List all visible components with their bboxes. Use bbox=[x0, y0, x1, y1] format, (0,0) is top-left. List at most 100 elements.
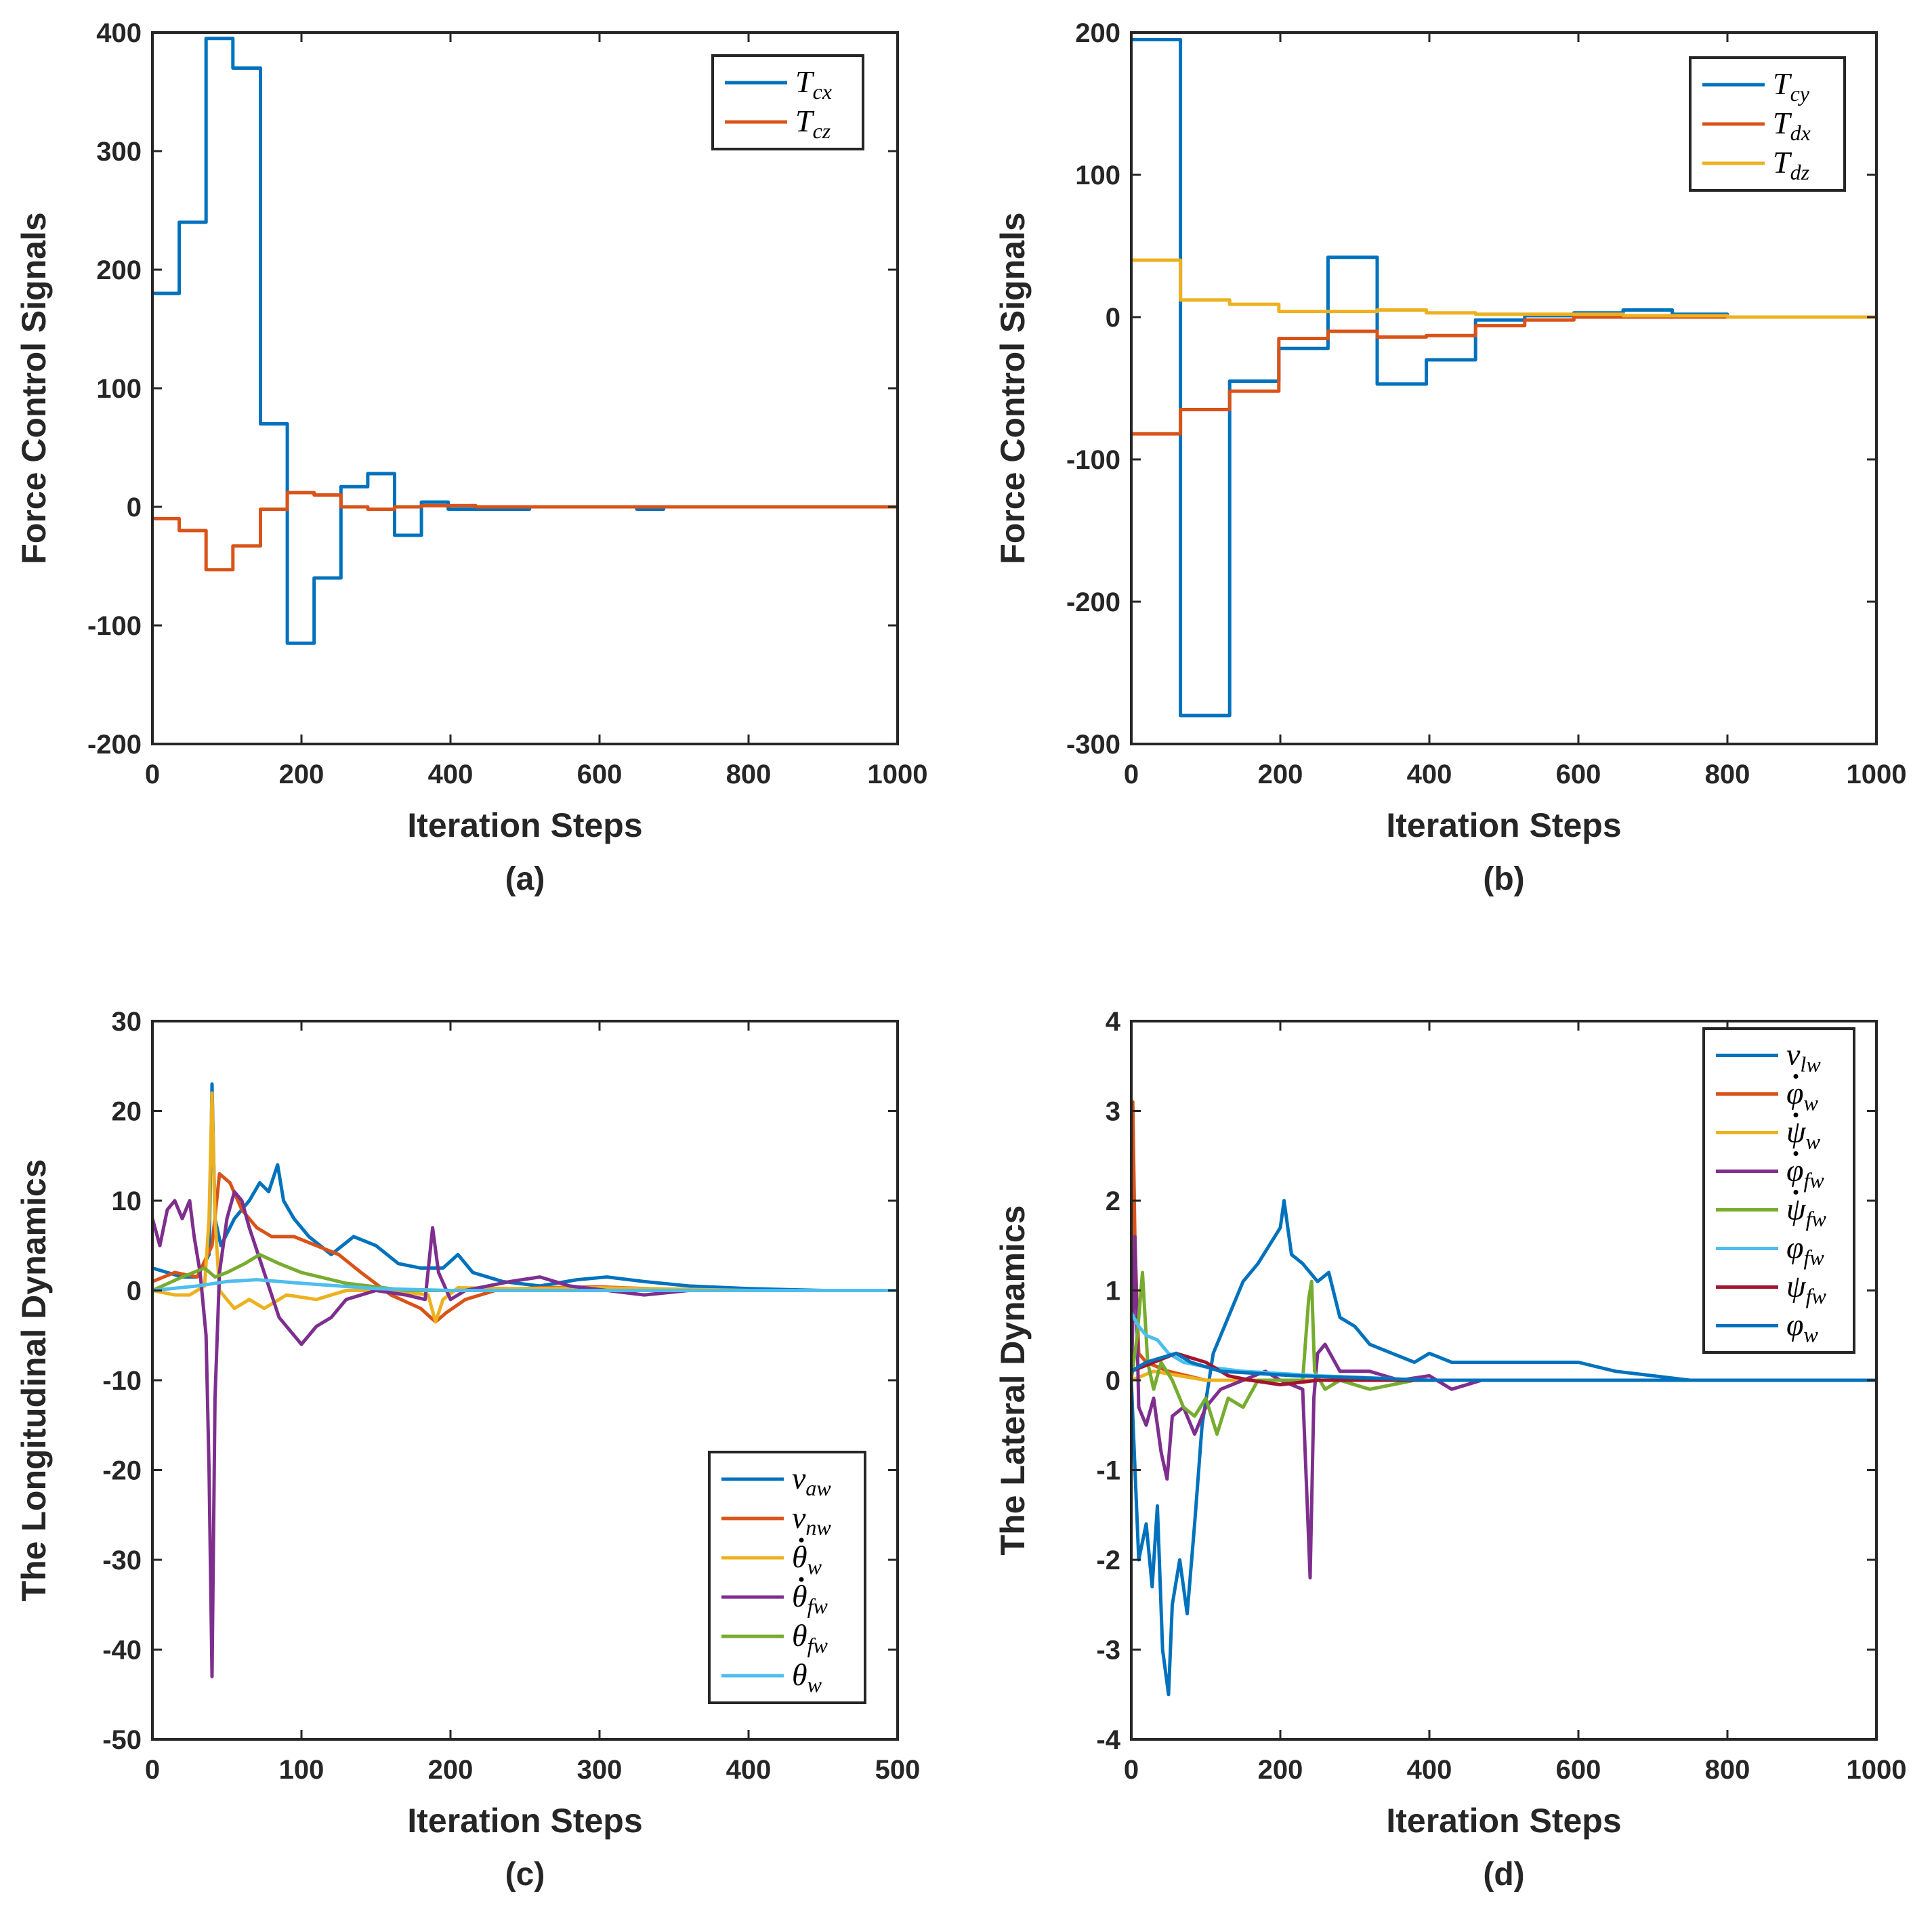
x-tick-label: 800 bbox=[1705, 760, 1750, 789]
x-tick-label: 0 bbox=[145, 1755, 160, 1785]
panel-c: 0 100 200 300 400 500 -50 -40 -30 -20 -10 0 10 20 30 It… bbox=[15, 1007, 920, 1893]
y-axis-label: The Lateral Dynamics bbox=[994, 1205, 1032, 1556]
x-axis-label: Iteration Steps bbox=[407, 806, 642, 844]
legend-box bbox=[711, 54, 864, 150]
y-tick-label: -20 bbox=[102, 1456, 142, 1486]
x-tick-label: 600 bbox=[1556, 1755, 1601, 1785]
legend-label-phi_dot_fw: φfw bbox=[1786, 1153, 1824, 1193]
y-tick-label: -200 bbox=[1066, 587, 1120, 617]
y-tick-label: 100 bbox=[96, 374, 142, 404]
x-tick-label: 0 bbox=[145, 760, 160, 789]
panel-d: 0 200 400 600 800 1000 -4 -3 -2 -1 0 1 2 3 4 Iteration … bbox=[994, 1007, 1906, 1893]
panel-caption: (c) bbox=[505, 1857, 545, 1893]
x-tick-label: 600 bbox=[577, 760, 623, 789]
x-tick-label: 1000 bbox=[868, 760, 928, 789]
x-tick-label: 0 bbox=[1124, 760, 1139, 789]
y-tick-label: 0 bbox=[127, 1277, 142, 1306]
y-tick-label: -1 bbox=[1096, 1456, 1120, 1486]
y-tick-label: 30 bbox=[112, 1007, 142, 1037]
y-axis-label: Force Control Signals bbox=[15, 212, 53, 564]
legend-box bbox=[1702, 1027, 1855, 1354]
series-line-nu_nw bbox=[152, 1172, 898, 1324]
legend-label-nu_nw: νnw bbox=[792, 1500, 831, 1539]
legend-dot-accent bbox=[1793, 1190, 1799, 1195]
y-tick-label: 2 bbox=[1106, 1186, 1120, 1216]
y-tick-label: 0 bbox=[1106, 1366, 1120, 1396]
x-tick-label: 200 bbox=[1258, 1755, 1303, 1785]
x-axis-label: Iteration Steps bbox=[1386, 806, 1621, 844]
y-tick-label: -40 bbox=[102, 1636, 142, 1666]
x-tick-label: 400 bbox=[726, 1755, 772, 1785]
x-tick-label: 400 bbox=[1407, 1755, 1452, 1785]
x-tick-label: 300 bbox=[577, 1755, 623, 1785]
x-axis-label: Iteration Steps bbox=[1386, 1802, 1621, 1840]
y-tick-label: 200 bbox=[1075, 18, 1120, 48]
x-tick-label: 800 bbox=[726, 760, 772, 789]
y-tick-label: -200 bbox=[87, 730, 142, 760]
x-tick-label: 200 bbox=[428, 1755, 474, 1785]
legend-label-theta_dot_fw: θfw bbox=[792, 1579, 828, 1618]
x-tick-label: 400 bbox=[428, 760, 474, 789]
series-line-T_cy bbox=[1131, 38, 1876, 718]
x-tick-label: 600 bbox=[1556, 760, 1601, 789]
y-tick-label: 300 bbox=[96, 137, 142, 167]
legend-label-T_cx: Tcx bbox=[795, 64, 832, 104]
y-tick-label: -100 bbox=[1066, 445, 1120, 475]
y-tick-label: 10 bbox=[112, 1186, 142, 1216]
series-line-nu_lw bbox=[1131, 1199, 1876, 1697]
series-line-theta_dot_fw bbox=[152, 1190, 898, 1678]
legend-dot-accent bbox=[1793, 1074, 1799, 1079]
series-group bbox=[152, 1082, 898, 1678]
legend-label-T_dx: Tdx bbox=[1773, 106, 1811, 145]
y-tick-label: 100 bbox=[1075, 161, 1120, 190]
legend-label-psi_dot_fw: ψfw bbox=[1786, 1192, 1826, 1231]
legend-dot-accent bbox=[1793, 1113, 1799, 1117]
axes-frame bbox=[1130, 31, 1878, 745]
panel-b: 0 200 400 600 800 1000 -300 -200 -100 0 100 200 Iter… bbox=[994, 18, 1906, 897]
x-axis-label: Iteration Steps bbox=[407, 1802, 642, 1840]
x-tick-label: 800 bbox=[1705, 1755, 1750, 1785]
y-tick-label: 0 bbox=[1106, 303, 1120, 333]
y-axis-label: Force Control Signals bbox=[994, 212, 1032, 564]
legend-dot-accent bbox=[799, 1577, 804, 1582]
panel-caption: (a) bbox=[505, 861, 545, 897]
legend-label-T_cz: Tcz bbox=[795, 104, 831, 143]
legend-label-psi_dot_w: ψw bbox=[1786, 1115, 1821, 1154]
y-tick-label: 0 bbox=[127, 493, 142, 522]
legend-label-phi_dot_w: φw bbox=[1786, 1076, 1818, 1115]
y-tick-label: -2 bbox=[1096, 1546, 1120, 1575]
x-tick-label: 1000 bbox=[1847, 760, 1907, 789]
series-line-T_dz bbox=[1131, 258, 1876, 319]
y-axis-label: The Longitudinal Dynamics bbox=[15, 1159, 53, 1602]
y-tick-label: -10 bbox=[102, 1366, 142, 1396]
series-line-theta_w bbox=[152, 1278, 898, 1292]
y-tick-label: -100 bbox=[87, 611, 142, 641]
legend-label-T_cy: Tcy bbox=[1773, 66, 1810, 106]
x-tick-label: 100 bbox=[279, 1755, 324, 1785]
legend-label-T_dz: Tdz bbox=[1773, 145, 1810, 184]
series-line-T_cz bbox=[152, 491, 898, 572]
y-tick-label: -30 bbox=[102, 1546, 142, 1575]
series-group bbox=[152, 37, 898, 645]
series-line-T_dx bbox=[1131, 315, 1876, 436]
legend-label-nu_aw: νaw bbox=[792, 1461, 831, 1500]
series-group bbox=[1131, 38, 1876, 718]
panel-caption: (d) bbox=[1483, 1857, 1524, 1893]
series-line-phi_w bbox=[1131, 1351, 1876, 1382]
x-tick-label: 200 bbox=[279, 760, 324, 789]
y-tick-label: -4 bbox=[1096, 1725, 1120, 1755]
legend-label-theta_dot_w: θw bbox=[792, 1539, 822, 1579]
y-tick-label: 1 bbox=[1106, 1277, 1120, 1306]
panel-a: 0 200 400 600 800 1000 -200 -100 0 100 200 300 400 It… bbox=[15, 18, 927, 897]
legend-label-phi_fw: φfw bbox=[1786, 1231, 1824, 1270]
x-tick-label: 400 bbox=[1407, 760, 1452, 789]
x-tick-label: 500 bbox=[875, 1755, 921, 1785]
y-tick-label: 20 bbox=[112, 1097, 142, 1127]
x-tick-label: 1000 bbox=[1847, 1755, 1907, 1785]
y-tick-label: 4 bbox=[1106, 1007, 1121, 1037]
